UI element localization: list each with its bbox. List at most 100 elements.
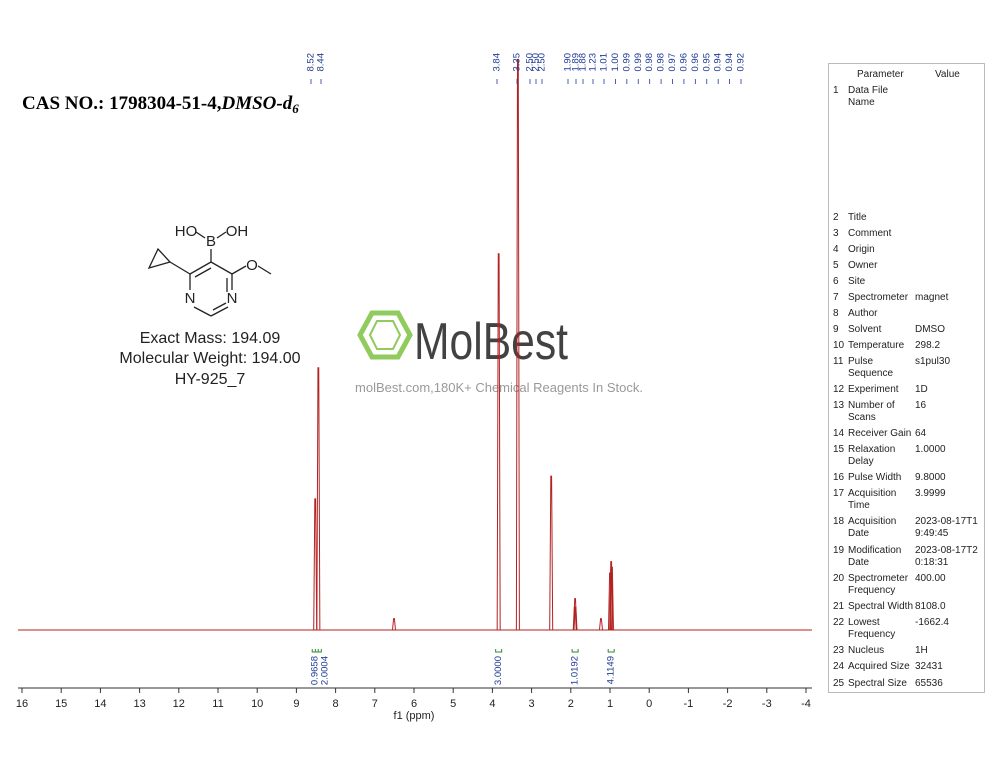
row-number: 16 (833, 472, 845, 483)
parameter-value: -1662.4 (915, 617, 949, 628)
molecule-info: Exact Mass: 194.09 Molecular Weight: 194… (119, 330, 300, 388)
atom: N (185, 290, 196, 307)
row-number: 21 (833, 601, 845, 612)
parameter-value: 9.8000 (915, 472, 946, 483)
sample-id: HY-925_7 (175, 371, 246, 388)
peak-label: 2.50 (537, 53, 548, 72)
parameter-value: s1pul30 (915, 356, 951, 367)
x-tick-label: -4 (801, 698, 811, 710)
parameter-value: 8108.0 (915, 601, 946, 612)
peak-label: 8.44 (316, 53, 327, 72)
row-number: 18 (833, 516, 845, 527)
peak-label: 2.50 (531, 53, 542, 72)
parameter-name: Relaxation Delay (848, 444, 896, 467)
row-number: 7 (833, 292, 839, 303)
row-number: 23 (833, 645, 845, 656)
parameter-value: magnet (915, 292, 949, 303)
parameter-value: 16 (915, 400, 927, 411)
parameter-name: Modification Date (848, 545, 902, 568)
x-tick-label: 11 (212, 698, 223, 710)
peak-label: 0.94 (713, 53, 724, 72)
parameter-value: 32431 (915, 661, 943, 672)
row-number: 1 (833, 85, 839, 96)
parameter-value: 2023-08-17T19:49:45 (915, 516, 978, 539)
parameter-name: Data File Name (848, 85, 889, 108)
atom: OH (226, 223, 249, 240)
peak-label: 0.92 (736, 53, 747, 72)
peak-label: 0.97 (667, 53, 678, 72)
integral-label: 0.9658 (310, 656, 321, 685)
molecular-weight: Molecular Weight: 194.00 (119, 350, 300, 367)
peak-label: 0.94 (724, 53, 735, 72)
row-number: 17 (833, 488, 845, 499)
x-tick-label: 4 (489, 698, 495, 710)
peak-label: 0.98 (644, 53, 655, 72)
row-number: 22 (833, 617, 845, 628)
x-tick-label: 5 (450, 698, 456, 710)
title: CAS NO.: 1798304-51-4,DMSO-d6 (22, 93, 299, 116)
parameter-name: Solvent (848, 324, 882, 335)
parameter-value: DMSO (915, 324, 945, 335)
atom: HO (175, 223, 198, 240)
parameter-name: Spectrometer Frequency (848, 573, 909, 596)
row-number: 8 (833, 308, 839, 319)
brand: MolBest (414, 313, 568, 371)
row-number: 13 (833, 400, 845, 411)
x-tick-label: 1 (607, 698, 613, 710)
atom: O (246, 257, 258, 274)
x-tick-label: 10 (251, 698, 263, 710)
peak (609, 561, 614, 631)
parameter-name: Spectral Width (848, 601, 914, 612)
parameter-name: Number of Scans (848, 400, 895, 423)
parameter-name: Experiment (848, 384, 899, 395)
peak (598, 618, 603, 631)
integral-label: 2.0004 (320, 656, 331, 685)
parameter-value: 1.0000 (915, 444, 946, 455)
x-tick-label: 6 (411, 698, 417, 710)
row-number: 6 (833, 276, 839, 287)
x-tick-label: 13 (133, 698, 145, 710)
atom: B (206, 233, 216, 250)
peak-label: 1.01 (599, 53, 610, 72)
parameter-name: Site (848, 276, 866, 287)
x-tick-label: 0 (646, 698, 652, 710)
header-cell: Parameter (857, 69, 904, 80)
peak (549, 475, 554, 631)
integral-label: 3.0000 (493, 656, 504, 685)
cas-number: CAS NO.: 1798304-51-4, (22, 93, 222, 114)
row-number: 11 (833, 356, 844, 367)
integral-bracket (495, 649, 503, 653)
peak-label: 1.88 (578, 53, 589, 72)
peak-label: 0.99 (621, 53, 632, 72)
x-tick-label: 3 (529, 698, 535, 710)
parameter-name: Temperature (848, 340, 905, 351)
parameter-name: Acquired Size (848, 661, 910, 672)
x-tick-label: 16 (16, 698, 28, 710)
x-tick-label: 15 (55, 698, 67, 710)
parameter-name: Title (848, 212, 867, 223)
parameter-name: Receiver Gain (848, 428, 912, 439)
x-tick-label: -3 (762, 698, 772, 710)
parameter-value: 298.2 (915, 340, 941, 351)
integral-bracket (314, 649, 322, 653)
peak-label: 0.98 (656, 53, 667, 72)
peak-label: 1.23 (588, 53, 599, 72)
x-tick-label: 8 (333, 698, 339, 710)
parameter-name: Author (848, 308, 878, 319)
logo (357, 310, 413, 360)
peak (573, 606, 578, 631)
row-number: 2 (833, 212, 839, 223)
integral-label: 4.1149 (606, 656, 617, 684)
row-number: 25 (833, 678, 845, 689)
row-number: 14 (833, 428, 845, 439)
peak-label: 1.90 (563, 53, 574, 72)
peak-label: 0.96 (690, 53, 701, 72)
parameter-name: Pulse Sequence (848, 356, 894, 379)
x-tick-label: -2 (723, 698, 733, 710)
parameter-value: 64 (915, 428, 927, 439)
peak-label: 0.99 (633, 53, 644, 72)
parameter-value: 1D (915, 384, 928, 395)
exact-mass: Exact Mass: 194.09 (140, 330, 281, 347)
parameter-value: 65536 (915, 678, 943, 689)
